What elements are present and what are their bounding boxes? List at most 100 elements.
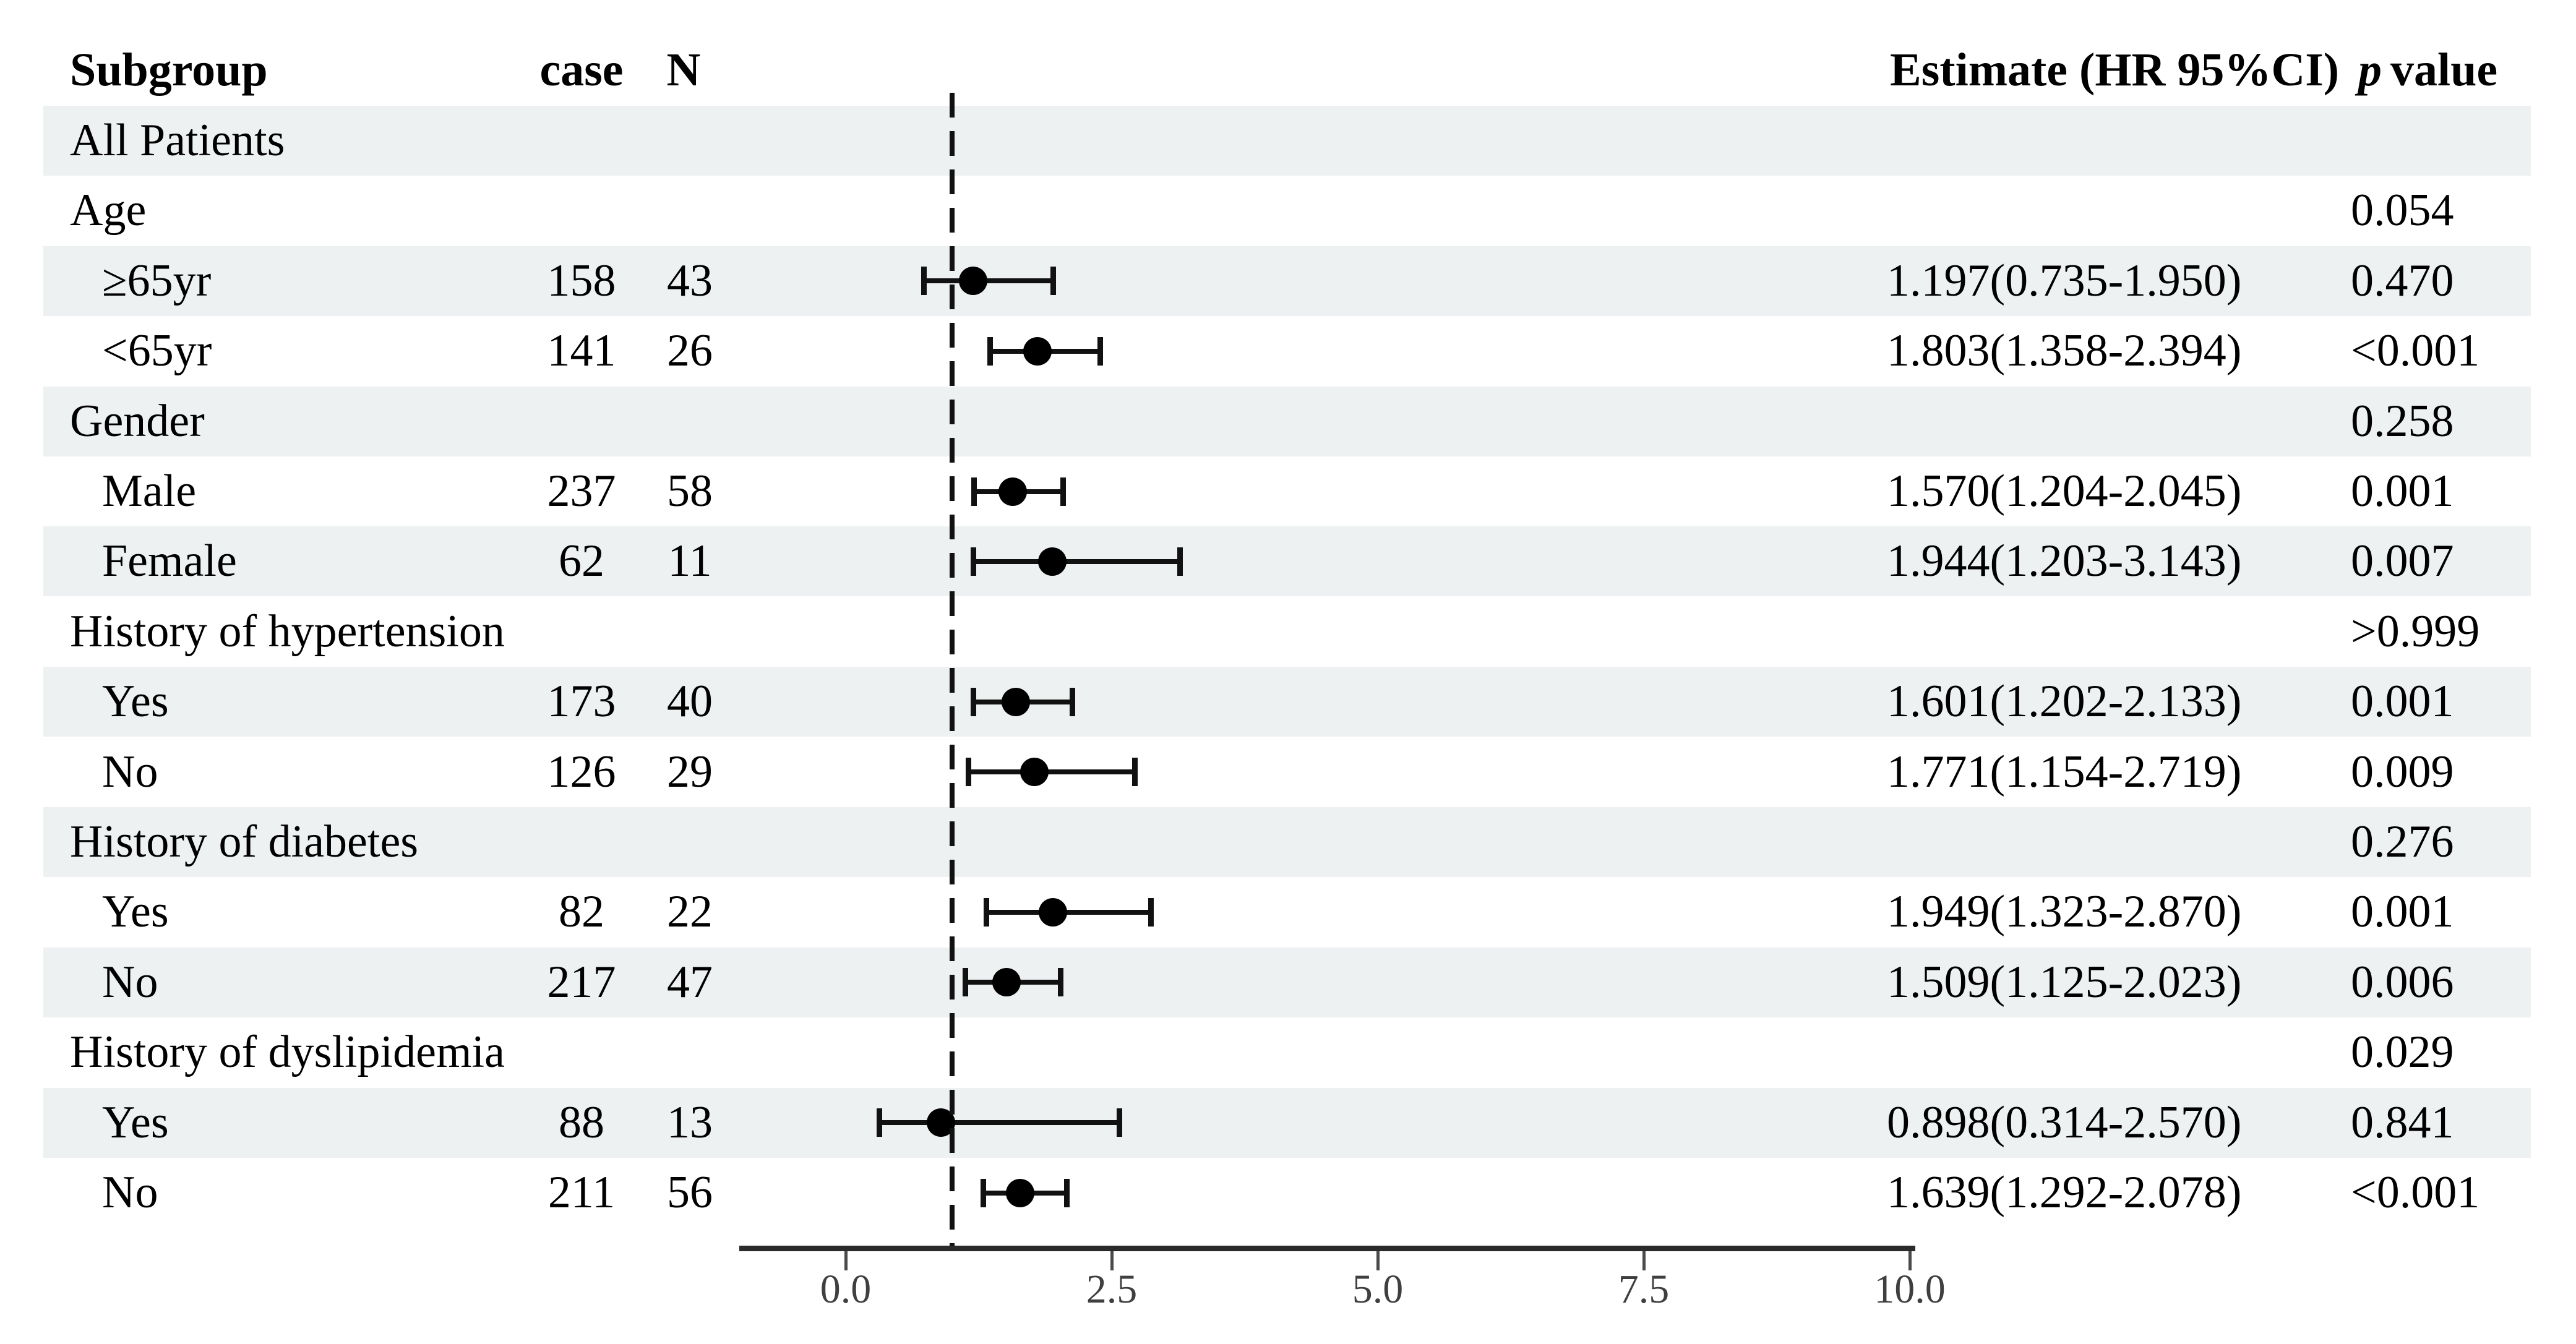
estimate-cell: 0.898(0.314-2.570) [1887, 1097, 2242, 1148]
estimate-cell: 1.197(0.735-1.950) [1887, 255, 2242, 306]
case-cell: 88 [559, 1097, 604, 1148]
ci-cap-right [1132, 758, 1138, 787]
x-axis-tick [1908, 1251, 1912, 1270]
pvalue-cell: 0.029 [2351, 1027, 2454, 1078]
estimate-cell: 1.944(1.203-3.143) [1887, 536, 2242, 587]
pvalue-cell: 0.006 [2351, 956, 2454, 1008]
estimate-cell: 1.771(1.154-2.719) [1887, 746, 2242, 797]
n-cell: 11 [668, 536, 712, 587]
ci-cap-left [965, 758, 971, 787]
x-axis-tick [844, 1251, 848, 1270]
n-cell: 13 [667, 1097, 713, 1148]
ci-cap-left [963, 968, 968, 997]
pvalue-cell: 0.054 [2351, 185, 2454, 236]
table-row: <65yr 141 26 1.803(1.358-2.394) <0.001 [0, 316, 2576, 386]
estimate-cell: 1.570(1.204-2.045) [1887, 466, 2242, 516]
pvalue-cell: 0.009 [2351, 746, 2454, 797]
subgroup-cell: No [102, 956, 158, 1008]
pvalue-cell: 0.841 [2351, 1097, 2454, 1148]
pvalue-cell: 0.258 [2351, 395, 2454, 447]
case-cell: 173 [547, 676, 616, 727]
x-axis-tick [1110, 1251, 1114, 1270]
ci-cap-left [876, 1108, 882, 1137]
subgroup-cell: All Patients [70, 115, 285, 166]
ci-cap-right [1060, 477, 1067, 506]
x-axis-tick-label: 0.0 [820, 1267, 872, 1312]
n-cell: 29 [667, 746, 713, 797]
n-column-header: N [666, 44, 701, 96]
pvalue-cell: 0.007 [2351, 536, 2454, 587]
case-cell: 217 [547, 956, 616, 1008]
table-row: Age 0.054 [0, 176, 2576, 246]
table-row: No 217 47 1.509(1.125-2.023) 0.006 [0, 947, 2576, 1017]
x-axis-tick-label: 7.5 [1618, 1267, 1670, 1312]
case-cell: 237 [547, 466, 616, 516]
case-cell: 211 [547, 1167, 616, 1218]
ci-cap-right [1070, 687, 1076, 716]
table-row: Yes 88 13 0.898(0.314-2.570) 0.841 [0, 1087, 2576, 1158]
subgroup-cell: Age [70, 185, 147, 236]
row-shading-band [43, 947, 2531, 1017]
ci-line [879, 1120, 1120, 1126]
hr-point-marker [1020, 758, 1049, 787]
ci-cap-left [980, 1178, 986, 1207]
ci-cap-left [984, 898, 990, 927]
hr-point-marker [998, 477, 1028, 506]
case-cell: 62 [559, 536, 604, 587]
table-row: Female 62 11 1.944(1.203-3.143) 0.007 [0, 526, 2576, 597]
pvalue-cell: >0.999 [2351, 606, 2480, 657]
subgroup-cell: <65yr [102, 325, 212, 377]
row-shading-band [43, 526, 2531, 597]
x-axis-tick-label: 10.0 [1874, 1267, 1946, 1312]
subgroup-cell: Female [102, 536, 237, 587]
ci-cap-left [921, 267, 927, 296]
ci-cap-right [1063, 1178, 1070, 1207]
pvalue-header-word: value [2390, 44, 2498, 96]
n-cell: 56 [667, 1167, 713, 1218]
ci-cap-left [971, 547, 977, 576]
case-column-header: case [539, 44, 624, 96]
ci-cap-left [971, 477, 977, 506]
ci-cap-left [987, 336, 994, 366]
row-shading-band [43, 106, 2531, 176]
n-cell: 43 [667, 255, 713, 306]
ci-line [924, 278, 1054, 284]
ci-line [968, 769, 1135, 775]
hr-point-marker [992, 968, 1021, 997]
row-shading-band [43, 386, 2531, 456]
pvalue-cell: 0.276 [2351, 816, 2454, 867]
estimate-cell: 1.509(1.125-2.023) [1887, 956, 2242, 1008]
n-cell: 47 [667, 956, 713, 1008]
x-axis-tick-label: 5.0 [1352, 1267, 1404, 1312]
case-cell: 141 [547, 325, 616, 377]
subgroup-cell: History of diabetes [70, 816, 419, 867]
x-axis-line [739, 1246, 1915, 1251]
n-cell: 22 [667, 886, 713, 938]
table-row: History of diabetes 0.276 [0, 807, 2576, 877]
table-row: Yes 82 22 1.949(1.323-2.870) 0.001 [0, 877, 2576, 947]
ci-cap-right [1177, 547, 1183, 576]
estimate-cell: 1.601(1.202-2.133) [1887, 676, 2242, 727]
subgroup-cell: Yes [102, 676, 169, 727]
ci-cap-right [1097, 336, 1104, 366]
table-row: Gender 0.258 [0, 386, 2576, 456]
x-axis-tick [1376, 1251, 1380, 1270]
subgroup-cell: Gender [70, 395, 205, 447]
n-cell: 58 [667, 466, 713, 516]
ci-cap-right [1058, 968, 1064, 997]
estimate-cell: 1.803(1.358-2.394) [1887, 325, 2242, 377]
subgroup-cell: History of hypertension [70, 606, 505, 657]
n-cell: 40 [667, 676, 713, 727]
row-shading-band [43, 1087, 2531, 1158]
pvalue-cell: 0.001 [2351, 466, 2454, 516]
pvalue-cell: 0.001 [2351, 676, 2454, 727]
pvalue-cell: 0.470 [2351, 255, 2454, 306]
ci-cap-right [1050, 267, 1056, 296]
pvalue-column-header: p value [2358, 35, 2497, 105]
table-row: All Patients [0, 106, 2576, 176]
subgroup-cell: Yes [102, 1097, 169, 1148]
table-row: Male 237 58 1.570(1.204-2.045) 0.001 [0, 456, 2576, 526]
hr-point-marker [958, 267, 987, 296]
subgroup-cell: No [102, 1167, 158, 1218]
